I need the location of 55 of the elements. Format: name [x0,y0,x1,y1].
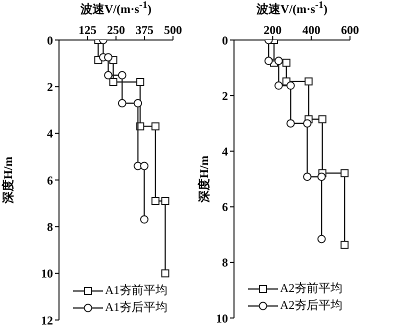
legend-label: A1夯前平均 [105,282,168,299]
y-tick-label: 0 [222,33,228,48]
point [118,99,126,108]
point [303,119,312,128]
y-axis-title: 深度H/m [196,154,212,204]
point [109,78,118,86]
x-tick-label: 125 [78,23,96,37]
legend-label: A1夯后平均 [105,299,168,316]
y-tick-label: 4 [47,126,53,141]
point [104,53,112,62]
point [118,71,126,80]
point [340,169,349,178]
point [282,58,290,67]
x-tick-label: 375 [136,23,154,37]
point [134,99,142,108]
point [286,81,295,90]
y-tick-label: 2 [47,80,53,94]
point [140,215,148,224]
point [161,197,170,205]
point [104,71,112,80]
x-tick-label: 500 [164,23,182,37]
legend-label: A2夯后平均 [280,297,343,314]
y-tick-label: 6 [222,200,228,214]
point [286,119,295,128]
x-axis-title: 波速V/(m·s$^{-1}$) [255,0,328,18]
point [318,115,326,124]
point [317,172,326,181]
point [303,172,312,181]
x-tick-label: 200 [264,23,282,37]
point [340,240,349,249]
y-axis-title: 深度H/m [0,156,16,206]
y-tick-label: 12 [41,313,53,328]
point [136,78,144,86]
x-tick-label: 250 [107,23,125,37]
point [304,77,313,86]
point [264,56,273,66]
y-tick-label: 2 [222,88,228,103]
y-tick-label: 8 [47,220,53,234]
point [151,197,160,205]
point [140,162,148,170]
y-tick-label: 4 [222,144,228,158]
y-tick-label: 6 [47,173,53,188]
y-tick-label: 8 [222,256,228,270]
point [274,81,283,90]
legend-label: A2夯前平均 [280,280,343,297]
point [317,234,326,244]
point [151,122,160,130]
y-tick-label: 10 [41,266,53,281]
x-tick-label: 400 [302,23,320,37]
x-tick-label: 600 [341,23,359,37]
y-tick-label: 0 [47,33,53,48]
point [274,56,283,66]
x-axis-title: 波速V/(m·s$^{-1}$) [79,0,152,18]
point [161,269,170,278]
y-tick-label: 10 [216,311,228,326]
